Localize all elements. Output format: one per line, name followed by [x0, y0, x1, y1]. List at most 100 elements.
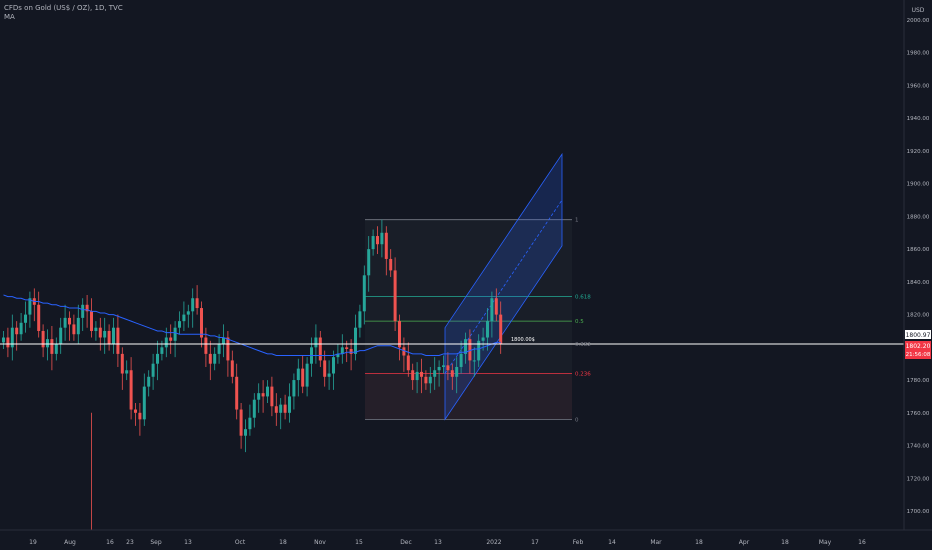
candle-body [314, 337, 318, 348]
candle-body [164, 337, 168, 348]
time-tick-label: 23 [126, 539, 134, 546]
candle-body [477, 340, 481, 361]
price-tick-label: 1880.00 [907, 214, 930, 220]
candle-body [301, 368, 305, 387]
time-tick-label: 13 [434, 539, 442, 546]
candle-body [138, 412, 142, 420]
candle-body [384, 232, 388, 259]
fib-level-label: 0.5 [575, 319, 584, 325]
candle-body [41, 330, 45, 348]
candle-body [248, 417, 252, 430]
candle-body [433, 370, 437, 377]
symbol-title[interactable]: CFDs on Gold (US$ / OZ), 1D, TVC [4, 4, 123, 12]
price-tick-label: 2000.00 [907, 18, 930, 24]
price-axis[interactable] [904, 0, 932, 550]
candle-body [182, 314, 186, 322]
candle-body [266, 386, 269, 397]
price-axis-unit: USD [912, 7, 925, 14]
candle-body [28, 298, 32, 315]
candle-body [424, 376, 428, 384]
candle-body [340, 347, 344, 354]
candle-body [125, 370, 129, 374]
candle-body [19, 322, 23, 335]
candle-body [362, 275, 366, 312]
price-annotation: 1800.00$ [511, 337, 535, 343]
candlestick-series [2, 219, 503, 534]
price-tick-label: 1980.00 [907, 51, 930, 57]
candle-body [68, 317, 71, 325]
time-tick-label: Aug [64, 539, 76, 546]
price-tick-label: 1720.00 [907, 476, 930, 482]
time-tick-label: Apr [739, 539, 750, 546]
time-axis-ticks: 19 Aug 16 23 Sep 13 Oct 18 Nov 15 Dec 13 2022 17 Feb 14… [29, 539, 866, 546]
candle-body [226, 337, 230, 361]
candle-body [46, 339, 49, 348]
candle-body [446, 365, 450, 371]
candle-body [415, 371, 419, 381]
price-tick-label: 1820.00 [907, 313, 930, 319]
candle-body [274, 406, 278, 413]
time-tick-label: 17 [531, 539, 539, 546]
time-tick-label: Nov [314, 539, 326, 546]
candle-body [204, 337, 208, 354]
candle-body [490, 298, 494, 322]
time-axis[interactable] [0, 530, 904, 550]
candle-body [389, 258, 393, 271]
price-tag-current-text: 1802.20 [906, 343, 931, 350]
candle-body [358, 311, 362, 328]
time-tick-label: May [819, 539, 832, 546]
candle-body [437, 366, 441, 371]
candle-body [270, 386, 274, 407]
candle-body [94, 327, 98, 331]
time-tick-label: Sep [150, 539, 162, 546]
candle-body [10, 327, 14, 348]
fib-level-labels: 1 0.618 0.5 0.382 0.236 0 [575, 218, 591, 424]
candle-body [54, 344, 58, 354]
time-tick-label: Dec [400, 539, 412, 546]
candle-body [116, 327, 120, 354]
candle-body [455, 366, 459, 377]
time-tick-label: 15 [355, 539, 363, 546]
time-tick-label: 2022 [486, 539, 501, 546]
moving-average-line [3, 294, 501, 357]
candle-body [305, 363, 309, 387]
candle-body [279, 404, 283, 413]
indicator-label[interactable]: MA [4, 13, 15, 21]
time-tick-label: Mar [650, 539, 662, 546]
time-tick-label: 18 [279, 539, 287, 546]
chart-legend: CFDs on Gold (US$ / OZ), 1D, TVC MA [4, 4, 123, 22]
candle-body [442, 365, 445, 367]
fib-level-label: 0.236 [575, 372, 591, 378]
candle-body [112, 327, 115, 345]
candle-body [411, 370, 415, 381]
price-tick-label: 1700.00 [907, 509, 930, 515]
candle-body [257, 393, 261, 400]
price-tick-label: 1900.00 [907, 182, 930, 188]
price-tag-top-text: 1800.97 [906, 332, 931, 339]
candle-body [235, 376, 239, 410]
candle-body [380, 232, 384, 245]
price-tag-countdown: 21:56:08 [906, 352, 931, 358]
candle-body [37, 304, 41, 331]
candle-body [98, 327, 102, 338]
candle-body [323, 360, 327, 377]
candle-body [90, 311, 93, 331]
candle-body [173, 327, 177, 341]
candle-body [151, 363, 155, 377]
candle-body [283, 404, 287, 413]
candle-body [2, 337, 5, 343]
candle-body [217, 344, 221, 354]
candle-body [169, 337, 173, 341]
candle-body [59, 327, 63, 345]
candle-body [327, 373, 331, 377]
price-tag-current [905, 341, 931, 359]
candle-body [428, 376, 432, 384]
candle-body [402, 347, 406, 356]
candle-body [50, 339, 54, 354]
candle-body [76, 317, 80, 335]
candle-body [6, 337, 10, 348]
candle-body [336, 353, 340, 358]
time-tick-label: 16 [106, 539, 114, 546]
